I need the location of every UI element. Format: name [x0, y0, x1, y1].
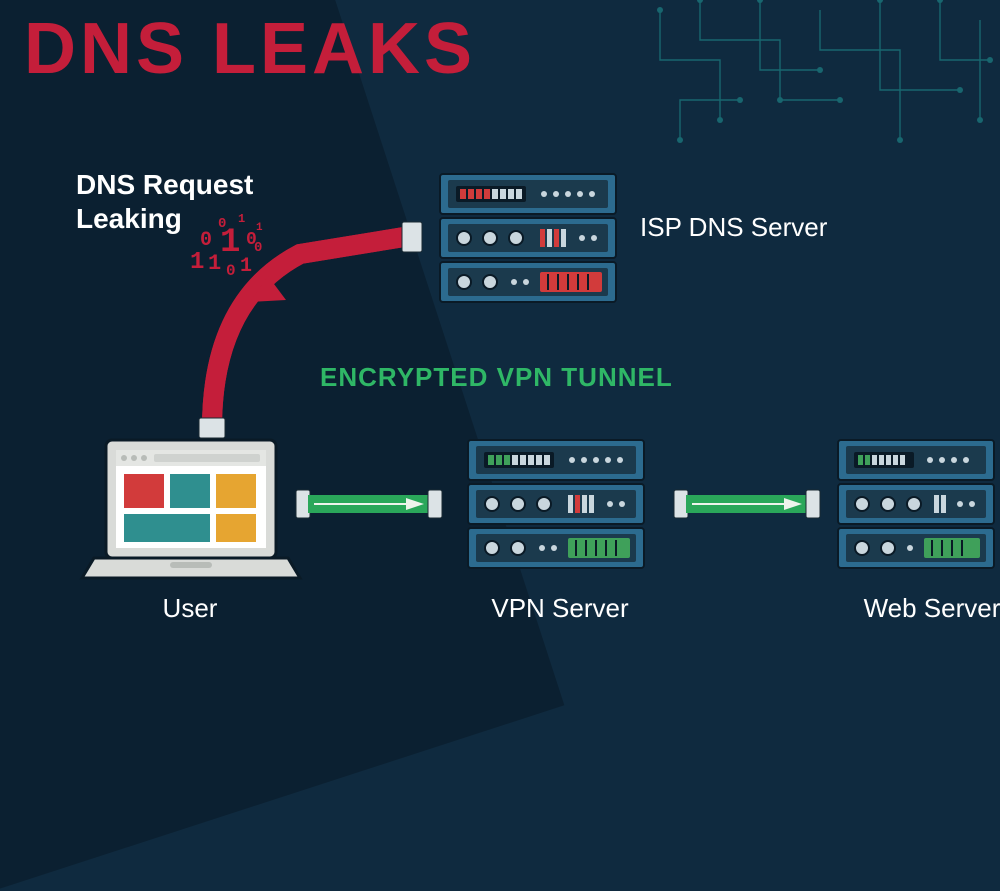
isp-label: ISP DNS Server	[640, 212, 900, 243]
web-label: Web Server	[832, 593, 1000, 624]
vpn-server-icon	[468, 440, 644, 568]
user-label: User	[90, 593, 290, 624]
leak-label-line2: Leaking	[76, 203, 182, 234]
vpn-label: VPN Server	[460, 593, 660, 624]
tunnel-segment-2	[674, 490, 820, 518]
diagram-canvas	[0, 0, 1000, 642]
web-server-icon	[838, 440, 994, 568]
tunnel-label: ENCRYPTED VPN TUNNEL	[320, 362, 673, 393]
leak-label-line1: DNS Request	[76, 169, 253, 200]
user-laptop-icon	[82, 440, 300, 578]
isp-server-icon	[440, 174, 616, 302]
tunnel-segment-1	[296, 490, 442, 518]
